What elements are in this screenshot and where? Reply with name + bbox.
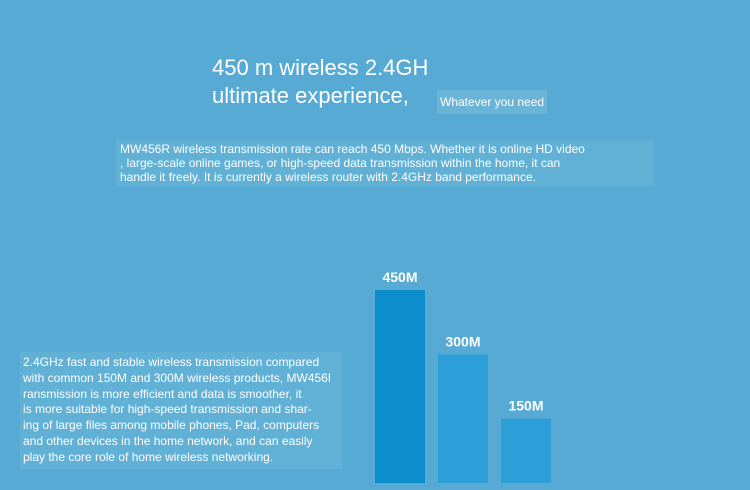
intro: MW456R wireless transmission rate can re… xyxy=(116,140,654,186)
bar xyxy=(438,354,488,483)
text-line: MW456R wireless transmission rate can re… xyxy=(120,142,585,156)
headline-line: 450 m wireless 2.4GH xyxy=(212,55,429,80)
text-line: and other devices in the home network, a… xyxy=(23,433,313,448)
text-line: ing of large files among mobile phones, … xyxy=(23,418,320,433)
headline: 450 m wireless 2.4GH ultimate experience… xyxy=(212,54,428,110)
body-text: 2.4GHz fast and stable wireless transmis… xyxy=(20,352,342,469)
text-line: handle it freely. It is currently a wire… xyxy=(120,170,536,184)
tagline: Whatever you need xyxy=(437,90,547,114)
headline-line: ultimate experience, xyxy=(212,83,409,108)
bar xyxy=(375,290,425,483)
text-line: ransmission is more efficient and data i… xyxy=(23,386,302,401)
text-line: 2.4GHz fast and stable wireless transmis… xyxy=(23,355,320,369)
value-label: 150M xyxy=(508,398,543,414)
bar xyxy=(501,418,551,483)
text-line: with common 150M and 300M wireless produ… xyxy=(23,370,332,385)
value-label: 450M xyxy=(382,269,417,285)
value-label: 300M xyxy=(445,333,480,349)
text-line: is more suitable for high-speed transmis… xyxy=(23,402,312,417)
text-line: play the core role of home wireless netw… xyxy=(23,449,274,464)
text-line: , large-scale online games, or high-spee… xyxy=(120,156,561,170)
